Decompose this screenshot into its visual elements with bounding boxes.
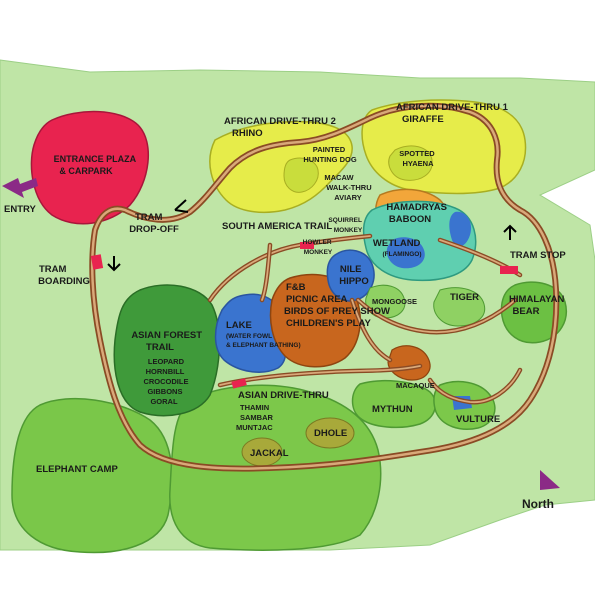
baboon-pool	[449, 211, 472, 247]
direction-arrow-icon	[503, 224, 517, 240]
asian-forest-trail-area[interactable]	[113, 284, 221, 417]
wetland-label: WETLAND (FLAMINGO)	[373, 238, 423, 258]
african-drive-thru-1-label: AFRICAN DRIVE-THRU 1 GIRAFFE	[396, 102, 511, 125]
direction-arrow-icon	[174, 199, 189, 213]
elephant-camp-label: ELEPHANT CAMP	[36, 464, 118, 475]
mongoose-label: MONGOOSE	[372, 297, 417, 306]
tram-boarding-label: TRAM BOARDING	[38, 264, 90, 287]
rhino-enclosure[interactable]	[283, 157, 319, 193]
tram-gate-fb	[300, 242, 314, 249]
himalayan-bear-label: HIMALAYAN BEAR	[509, 294, 567, 317]
elephant-camp-area[interactable]	[11, 397, 173, 554]
hamadryas-baboon-label: HAMADRYAS BABOON	[386, 202, 449, 225]
tram-dropoff-label: TRAM DROP-OFF	[129, 212, 179, 235]
hyaena-enclosure[interactable]	[388, 145, 433, 181]
wetland-pool	[386, 237, 425, 269]
tiger-label: TIGER	[450, 292, 479, 303]
painted-hunting-dog-label: PAINTED HUNTING DOG	[303, 145, 356, 164]
north-arrow-icon	[540, 470, 560, 490]
south-america-trail-label: SOUTH AMERICA TRAIL	[222, 221, 332, 232]
asian-forest-animals-label: LEOPARD HORNBILL CROCODILE GIBBONS GORAL	[143, 357, 190, 406]
dhole-label: DHOLE	[314, 428, 347, 439]
macaw-aviary-label: MACAW WALK-THRU AVIARY	[324, 173, 373, 202]
entry-label: ENTRY	[4, 204, 37, 215]
direction-arrow-icon	[107, 256, 121, 272]
fb-picnic-label: F&B PICNIC AREA BIRDS OF PREY SHOW CHILD…	[284, 282, 393, 329]
tiger-enclosure[interactable]	[433, 287, 486, 327]
macaque-label: MACAQUE	[396, 381, 435, 390]
jackal-label: JACKAL	[250, 448, 289, 459]
mythun-area[interactable]	[351, 379, 437, 429]
tram-gate-stop	[500, 266, 518, 274]
entry-arrow-icon	[2, 178, 38, 198]
vulture-label: VULTURE	[456, 414, 500, 425]
nile-hippo-label: NILE HIPPO	[339, 264, 369, 287]
lake-label: LAKE (WATER FOWL & ELEPHANT BATHING)	[226, 315, 301, 349]
tram-gate-asian	[231, 378, 247, 389]
entrance-plaza-label: ENTRANCE PLAZA & CARPARK	[54, 154, 139, 176]
tram-route	[89, 102, 560, 472]
north-label: North	[522, 497, 554, 511]
mythun-label: MYTHUN	[372, 404, 413, 415]
squirrel-monkey-label: SQUIRREL MONKEY	[328, 217, 363, 234]
african-drive-thru-2-area[interactable]	[209, 120, 353, 214]
asian-forest-trail-label: ASIAN FOREST TRAIL	[131, 330, 204, 353]
howler-monkey-label: HOWLER MONKEY	[303, 239, 334, 256]
asian-drive-animals-label: THAMIN SAMBAR MUNTJAC	[236, 403, 275, 432]
asian-drive-thru-label: ASIAN DRIVE-THRU	[238, 390, 329, 401]
spotted-hyaena-label: SPOTTED HYAENA	[399, 149, 437, 168]
tram-gate-boarding	[90, 254, 104, 270]
tram-stop-label: TRAM STOP	[510, 250, 566, 261]
african-drive-thru-2-label: AFRICAN DRIVE-THRU 2 RHINO	[224, 116, 339, 139]
dhole-enclosure[interactable]	[305, 417, 355, 449]
